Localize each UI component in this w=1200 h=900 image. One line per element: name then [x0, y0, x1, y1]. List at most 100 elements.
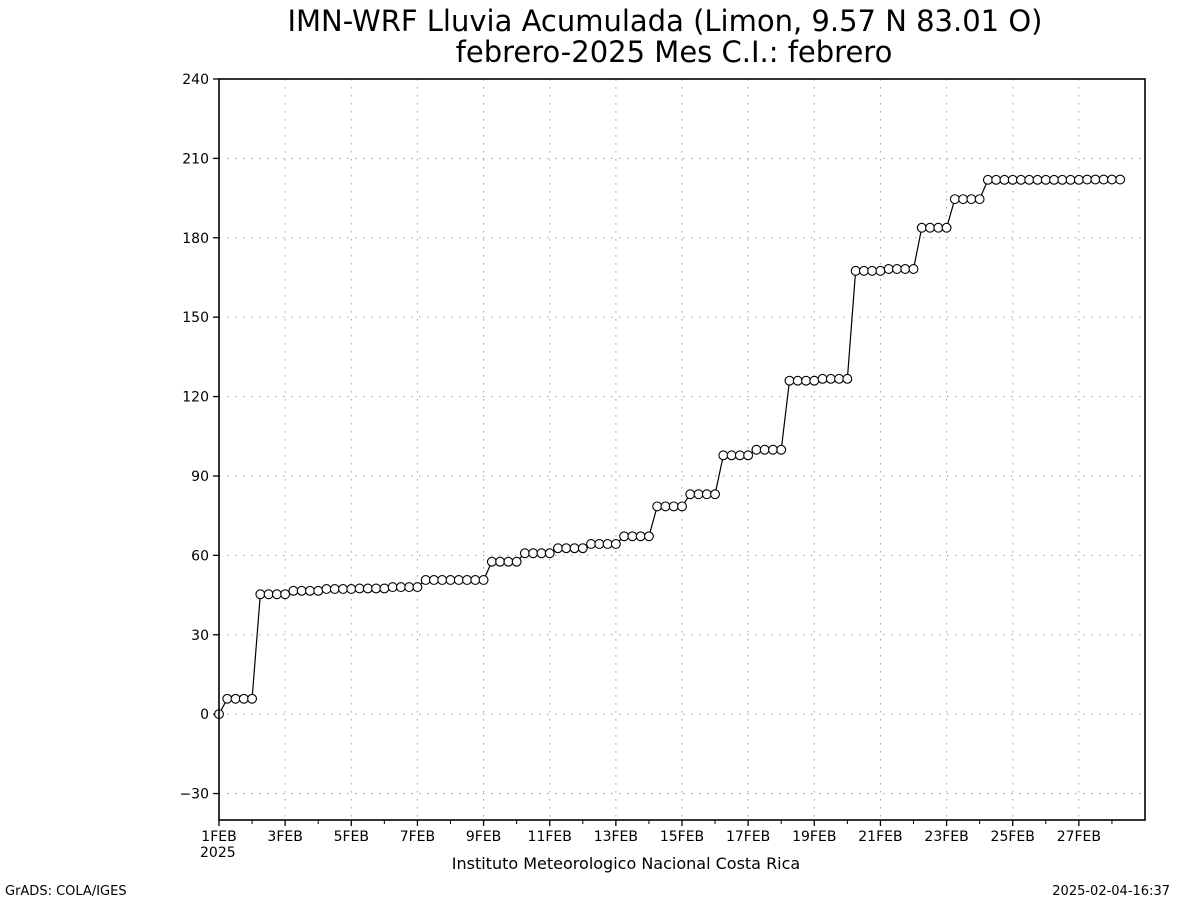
- data-point: [801, 375, 811, 386]
- y-tick-label: 0: [200, 707, 209, 723]
- data-point: [718, 450, 729, 461]
- data-point: [553, 543, 563, 554]
- data-point: [858, 265, 869, 276]
- data-point: [1065, 174, 1076, 185]
- x-tick-label: 1FEB: [201, 829, 236, 845]
- data-point: [429, 575, 439, 585]
- data-point: [586, 539, 596, 549]
- data-point: [453, 575, 464, 585]
- data-point: [710, 489, 721, 500]
- credit-text: Instituto Meteorologico Nacional Costa R…: [452, 854, 800, 873]
- y-axis: −30 0 30 60 90 120 150 180 210 240: [179, 72, 219, 803]
- data-point: [941, 222, 952, 233]
- y-tick-label: 180: [182, 231, 209, 247]
- data-point: [776, 444, 787, 455]
- data-point: [908, 264, 919, 274]
- data-point: [346, 584, 357, 594]
- footer-right: 2025-02-04-16:37: [1052, 884, 1170, 899]
- y-tick-label: 120: [182, 390, 209, 406]
- data-point: [685, 489, 696, 500]
- data-point: [255, 589, 266, 600]
- data-point: [362, 583, 373, 594]
- x-tick-label: 15FEB: [660, 829, 704, 845]
- data-point: [288, 585, 299, 596]
- data-point: [834, 373, 845, 384]
- data-point: [395, 582, 406, 593]
- data-point: [470, 575, 481, 585]
- chart-title: IMN-WRF Lluvia Acumulada (Limon, 9.57 N …: [287, 4, 1042, 38]
- data-point: [660, 501, 671, 512]
- data-point: [726, 450, 737, 461]
- footer-left: GrADS: COLA/IGES: [5, 884, 127, 899]
- data-point: [900, 264, 911, 274]
- data-point: [528, 548, 539, 559]
- y-tick-label: 60: [191, 548, 209, 564]
- data-point: [850, 265, 861, 276]
- data-point: [387, 582, 398, 593]
- data-point: [1098, 174, 1109, 185]
- y-tick-label: 90: [191, 469, 209, 485]
- data-point: [602, 539, 613, 549]
- series-line: [218, 178, 1121, 715]
- data-point: [792, 375, 803, 386]
- x-tick-label: 9FEB: [466, 829, 501, 845]
- data-point: [420, 575, 431, 585]
- data-point: [313, 585, 324, 596]
- data-point: [949, 194, 960, 205]
- data-point: [577, 543, 588, 554]
- x-tick-label: 23FEB: [924, 829, 968, 845]
- data-point: [544, 548, 555, 559]
- x-tick-label: 25FEB: [991, 829, 1035, 845]
- data-point: [503, 556, 514, 567]
- y-tick-label: 150: [182, 310, 209, 326]
- data-point: [701, 489, 712, 500]
- data-point: [892, 264, 902, 274]
- data-point: [305, 585, 315, 596]
- x-axis: 1FEB 3FEB 5FEB 7FEB 9FEB 11FEB 13FEB 15FEB 17FEB…: [201, 820, 1113, 845]
- data-point: [966, 194, 977, 205]
- data-point: [1007, 174, 1018, 185]
- data-point: [404, 582, 415, 593]
- data-point: [635, 531, 646, 542]
- data-point: [462, 575, 472, 585]
- data-point: [569, 543, 580, 554]
- data-point: [693, 489, 704, 500]
- data-point: [825, 373, 836, 384]
- data-point: [338, 584, 348, 594]
- data-point: [627, 531, 638, 542]
- data-point: [842, 373, 853, 384]
- data-point: [933, 222, 944, 233]
- data-point: [767, 444, 778, 455]
- data-point: [594, 539, 605, 549]
- data-point: [610, 539, 621, 549]
- data-point: [743, 450, 754, 461]
- data-point: [619, 531, 630, 542]
- data-point: [222, 693, 233, 704]
- data-point: [437, 575, 448, 585]
- data-point: [643, 531, 654, 542]
- y-tick-label: 210: [182, 151, 209, 167]
- data-point: [1032, 174, 1043, 185]
- data-point: [817, 373, 828, 384]
- data-point: [958, 194, 969, 205]
- x-tick-label: 11FEB: [528, 829, 572, 845]
- data-point: [321, 584, 332, 594]
- y-tick-label: −30: [179, 787, 209, 803]
- data-point: [1073, 174, 1084, 185]
- data-point: [238, 693, 249, 704]
- y-tick-label: 240: [182, 72, 209, 88]
- data-point: [652, 501, 663, 512]
- data-point: [263, 589, 274, 600]
- data-point: [478, 575, 489, 585]
- data-point: [875, 265, 886, 276]
- x-tick-label: 13FEB: [594, 829, 638, 845]
- data-point: [1090, 174, 1101, 185]
- data-point: [379, 583, 390, 594]
- data-point: [751, 444, 762, 455]
- data-point: [371, 583, 382, 594]
- y-tick-label: 30: [191, 628, 209, 644]
- data-point: [1016, 174, 1026, 185]
- data-point: [296, 585, 307, 596]
- data-point: [1082, 174, 1093, 185]
